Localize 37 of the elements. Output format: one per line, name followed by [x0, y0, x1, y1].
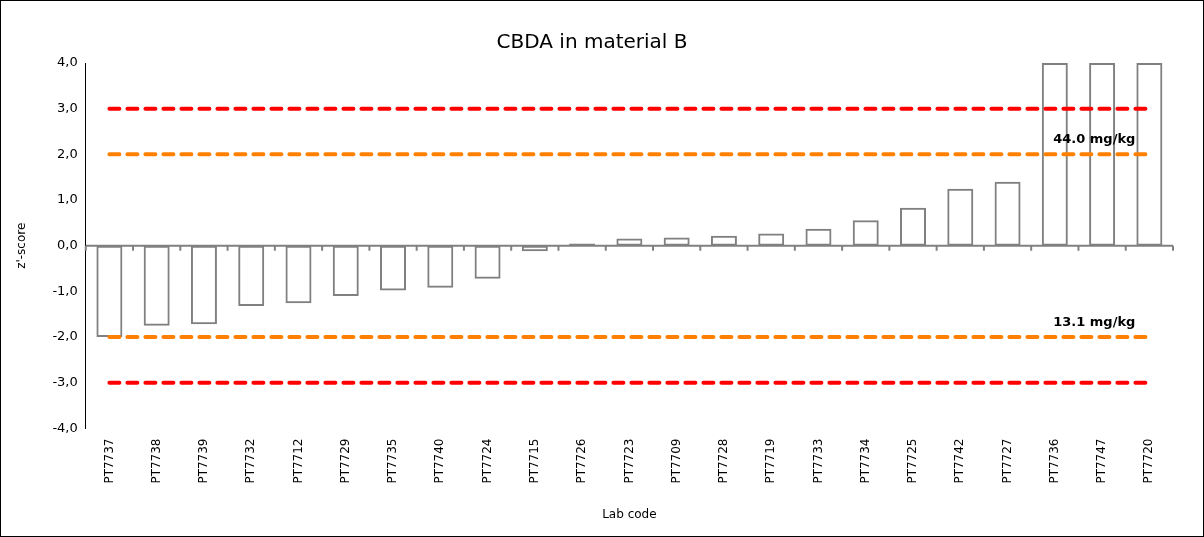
y-tick-label: -1,0: [52, 282, 78, 298]
x-tick-label: PT7738: [148, 438, 163, 484]
y-tick-label: 1,0: [57, 191, 78, 207]
ref-line-label: 44.0 mg/kg: [1053, 131, 1136, 147]
x-tick-label: PT7735: [385, 438, 400, 484]
x-tick-label: PT7709: [668, 438, 683, 484]
x-tick-label: PT7723: [621, 438, 636, 484]
x-tick-label: PT7740: [432, 438, 447, 484]
x-tick-label: PT7732: [243, 438, 258, 484]
x-tick-label: PT7724: [479, 438, 494, 484]
x-tick-label: PT7719: [763, 438, 778, 484]
y-tick-label: -4,0: [52, 419, 78, 435]
x-tick-label: PT7737: [101, 438, 116, 484]
x-tick-label: PT7736: [1046, 438, 1061, 484]
x-tick-label: PT7712: [290, 438, 305, 484]
y-tick-label: -2,0: [52, 328, 78, 344]
x-tick-label: PT7727: [999, 438, 1014, 484]
x-tick-label: PT7734: [857, 438, 872, 484]
x-tick-label: PT7726: [574, 438, 589, 484]
y-tick-label: -3,0: [52, 374, 78, 390]
y-tick-label: 4,0: [57, 54, 78, 70]
y-tick-label: 3,0: [57, 100, 78, 116]
x-tick-label: PT7733: [810, 438, 825, 484]
x-tick-label: PT7715: [526, 438, 541, 484]
y-tick-label: 2,0: [57, 145, 78, 161]
y-axis-title: z'-score: [14, 222, 29, 269]
ref-line-label: 13.1 mg/kg: [1053, 314, 1136, 329]
x-tick-label: PT7739: [196, 438, 211, 484]
x-tick-label: PT7725: [905, 438, 920, 484]
chart-title: CBDA in material B: [496, 29, 688, 54]
x-tick-label: PT7747: [1094, 438, 1109, 484]
x-axis-title: Lab code: [602, 506, 657, 521]
x-tick-label: PT7728: [716, 438, 731, 484]
x-tick-label: PT7729: [337, 438, 352, 484]
y-tick-label: 0,0: [57, 237, 78, 253]
x-tick-label: PT7742: [952, 438, 967, 484]
x-tick-label: PT7720: [1141, 438, 1156, 484]
